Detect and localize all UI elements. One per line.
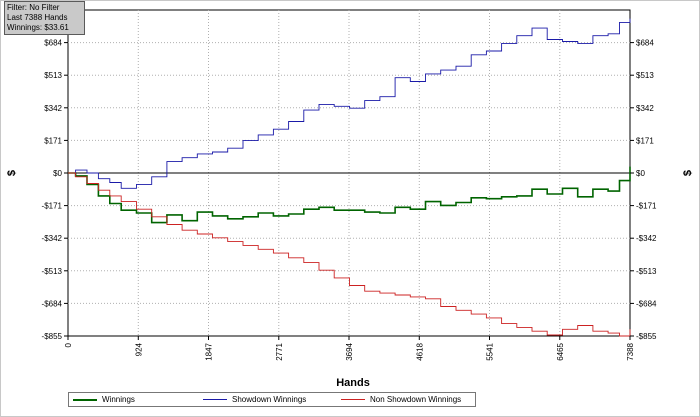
x-tick-label: 4618: [415, 342, 424, 360]
x-tick-label: 5541: [486, 342, 495, 360]
x-ticks: 0 924 1847 2771 3694 4618 5541 6465 7388: [64, 336, 635, 361]
series-group: [68, 18, 631, 337]
y-ticks-right: $684 $513 $342 $171 $0 -$171 -$342 -$513 -$684 -$…: [630, 39, 657, 341]
y-tick-label: $0: [636, 169, 645, 178]
y-tick-label: $171: [636, 136, 654, 145]
hands-line: Last 7388 Hands: [7, 13, 68, 22]
y-tick-label: -$684: [42, 299, 63, 308]
y-tick-label: $513: [636, 71, 654, 80]
filter-line: Filter: No Filter: [7, 3, 60, 12]
y-tick-label: $0: [53, 169, 62, 178]
legend-item-showdown: Showdown Winnings: [203, 393, 306, 406]
winnings-line: Winnings: $33.61: [7, 23, 69, 32]
y-axis-label-left: $: [6, 170, 18, 176]
x-tick-label: 924: [134, 342, 143, 356]
series-line-winnings: [68, 166, 631, 224]
y-tick-label: -$342: [636, 234, 657, 243]
y-tick-label: $684: [44, 39, 62, 48]
legend-label: Non Showdown Winnings: [370, 395, 462, 404]
legend-swatch-showdown: [203, 399, 227, 401]
y-tick-label: $684: [636, 39, 654, 48]
y-tick-label: -$513: [636, 267, 657, 276]
legend-item-non-showdown: Non Showdown Winnings: [341, 393, 461, 406]
x-tick-label: 2771: [275, 342, 284, 360]
x-tick-label: 3694: [345, 342, 354, 360]
legend-item-winnings: Winnings: [73, 393, 135, 406]
legend: Winnings Showdown Winnings Non Showdown …: [68, 392, 476, 407]
y-tick-label: $342: [44, 104, 62, 113]
y-tick-label: -$855: [42, 332, 63, 341]
series-line-showdown: [68, 18, 631, 189]
x-tick-label: 7388: [626, 342, 635, 360]
legend-label: Winnings: [102, 395, 135, 404]
x-axis-label: Hands: [336, 377, 370, 389]
legend-swatch-non-showdown: [341, 399, 365, 401]
legend-label: Showdown Winnings: [232, 395, 307, 404]
x-tick-label: 6465: [556, 342, 565, 360]
y-axis-label-right: $: [682, 170, 694, 176]
y-tick-label: -$171: [42, 202, 63, 211]
series-line-non-showdown: [68, 172, 631, 337]
x-tick-label: 1847: [205, 342, 214, 360]
y-tick-label: $513: [44, 71, 62, 80]
y-tick-label: -$342: [42, 234, 63, 243]
y-tick-label: $342: [636, 104, 654, 113]
x-tick-label: 0: [64, 342, 73, 347]
filter-info-box: Filter: No Filter Last 7388 Hands Winnin…: [4, 1, 85, 35]
y-ticks-left: $684 $513 $342 $171 $0 -$171 -$342 -$513 -$684 -$…: [42, 39, 68, 341]
y-tick-label: -$855: [636, 332, 657, 341]
legend-swatch-winnings: [73, 398, 97, 401]
y-tick-label: $171: [44, 136, 62, 145]
y-tick-label: -$171: [636, 202, 657, 211]
y-tick-label: -$684: [636, 299, 657, 308]
y-tick-label: -$513: [42, 267, 63, 276]
